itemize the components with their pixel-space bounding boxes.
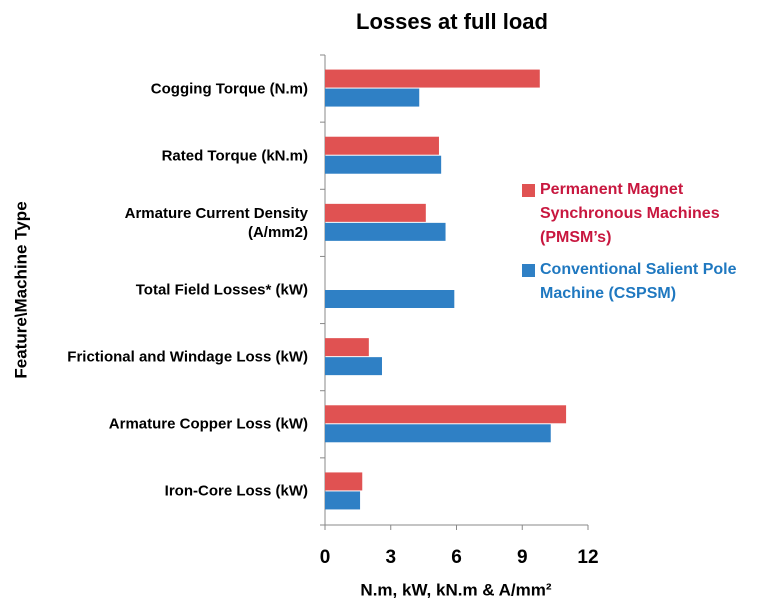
bar bbox=[325, 472, 363, 491]
y-tick-label: Total Field Losses* (kW) bbox=[135, 281, 308, 299]
x-tick-label: 3 bbox=[385, 547, 396, 568]
bar bbox=[325, 88, 420, 107]
y-tick-label: Armature Current Density (A/mm2) bbox=[124, 204, 308, 241]
bar bbox=[325, 357, 382, 376]
bar bbox=[325, 290, 455, 308]
bar bbox=[325, 222, 446, 241]
bar bbox=[325, 405, 567, 424]
y-tick-label: Iron-Core Loss (kW) bbox=[164, 482, 308, 500]
x-tick-label: 12 bbox=[577, 547, 598, 568]
legend-label: Conventional Salient Pole Machine (CSPSM… bbox=[540, 261, 737, 302]
x-tick-label: 9 bbox=[517, 547, 528, 568]
bar bbox=[325, 491, 361, 510]
bar bbox=[325, 203, 426, 222]
x-axis-title: N.m, kW, kN.m & A/mm² bbox=[360, 580, 551, 599]
legend-label: Permanent Magnet Synchronous Machines (P… bbox=[540, 181, 720, 246]
x-tick-label: 6 bbox=[451, 547, 462, 568]
bar bbox=[325, 424, 551, 443]
bar bbox=[325, 338, 369, 357]
legend-swatch bbox=[522, 184, 535, 197]
chart-title: Losses at full load bbox=[356, 9, 548, 34]
y-tick-label: Cogging Torque (N.m) bbox=[150, 80, 308, 98]
legend-swatch bbox=[522, 264, 535, 277]
x-tick-label: 0 bbox=[320, 547, 331, 568]
bar bbox=[325, 136, 439, 155]
y-tick-label: Rated Torque (kN.m) bbox=[161, 147, 308, 165]
y-tick-label: Frictional and Windage Loss (kW) bbox=[67, 348, 308, 366]
y-tick-label: Armature Copper Loss (kW) bbox=[108, 415, 308, 433]
bar bbox=[325, 155, 442, 174]
bar bbox=[325, 69, 540, 88]
y-axis-title: Feature\Machine Type bbox=[11, 201, 30, 378]
